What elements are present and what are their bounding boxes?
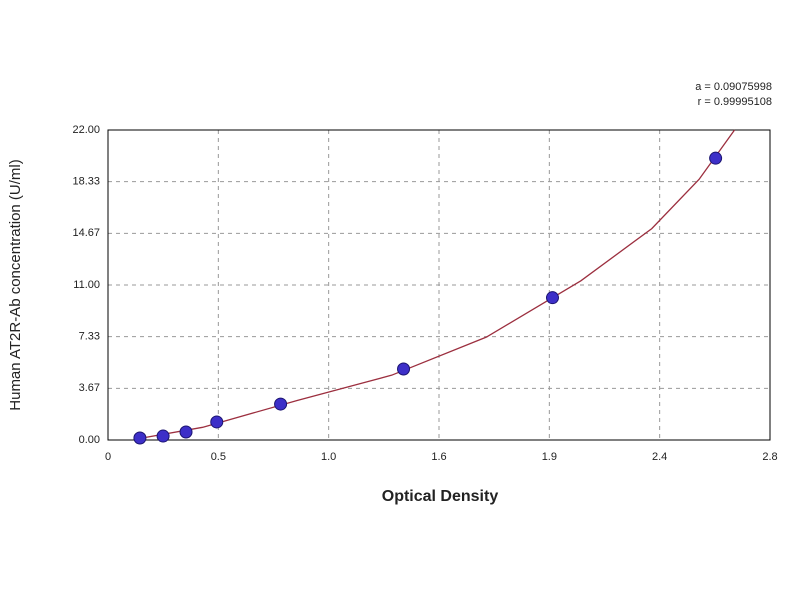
- data-point: [133, 431, 147, 445]
- data-point: [179, 425, 193, 439]
- data-point: [274, 397, 288, 411]
- x-tick-label: 1.6: [431, 451, 446, 463]
- data-point: [545, 291, 559, 305]
- y-axis-label: Human AT2R-Ab concentration (U/ml): [7, 159, 24, 410]
- data-point: [709, 151, 723, 165]
- x-tick-label: 1.9: [542, 451, 557, 463]
- y-tick-label: 7.33: [79, 331, 100, 343]
- annotation: a = 0.09075998: [695, 81, 772, 93]
- x-tick-label: 2.4: [652, 451, 667, 463]
- y-tick-label: 22.00: [72, 124, 100, 136]
- x-tick-label: 0: [105, 451, 111, 463]
- y-tick-label: 11.00: [73, 279, 100, 291]
- y-tick-label: 3.67: [79, 382, 100, 394]
- data-point: [156, 429, 170, 443]
- x-tick-label: 1.0: [321, 451, 336, 463]
- x-tick-label: 0.5: [211, 451, 226, 463]
- y-tick-label: 18.33: [72, 176, 100, 188]
- data-point: [397, 362, 411, 376]
- data-point: [210, 415, 224, 429]
- fit-curve: [138, 129, 736, 440]
- y-tick-label: 14.67: [72, 227, 100, 239]
- plot-frame: [107, 129, 771, 441]
- y-tick-label: 0.00: [79, 434, 100, 446]
- x-tick-label: 2.8: [762, 451, 777, 463]
- annotation: r = 0.99995108: [698, 96, 772, 108]
- x-axis-label: Optical Density: [382, 488, 499, 505]
